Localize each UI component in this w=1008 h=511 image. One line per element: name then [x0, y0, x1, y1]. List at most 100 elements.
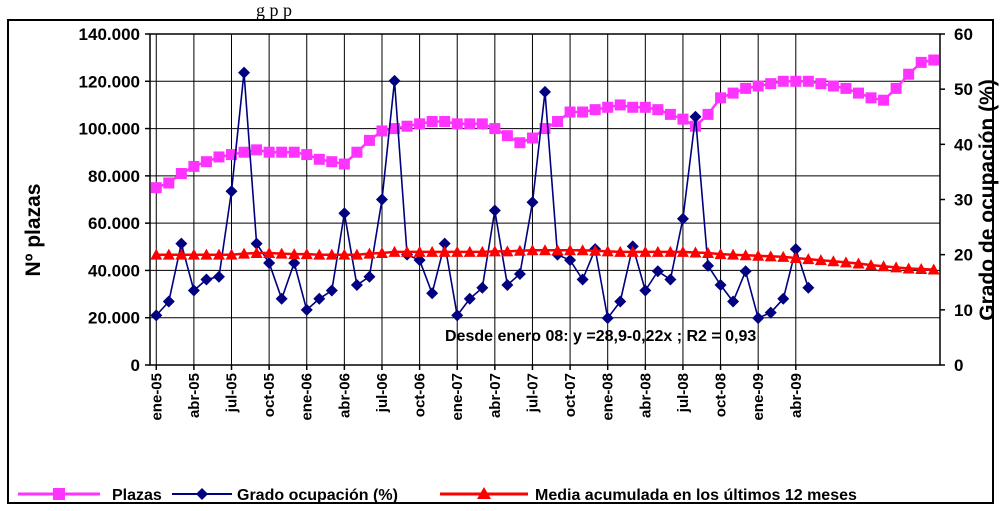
x-tick-label: jul-07 — [524, 373, 541, 413]
point-media — [451, 245, 464, 257]
point-ocupacion — [275, 292, 288, 305]
point-plazas — [602, 101, 614, 113]
point-ocupacion — [576, 273, 589, 286]
point-plazas — [790, 75, 802, 87]
legend-plazas-label: Plazas — [112, 487, 162, 504]
point-ocupacion — [288, 256, 301, 269]
point-media — [263, 247, 276, 259]
point-ocupacion — [802, 281, 815, 294]
y-right-tick-label: 40 — [954, 135, 973, 154]
point-ocupacion — [212, 270, 225, 283]
point-media — [388, 245, 401, 257]
point-ocupacion — [614, 295, 627, 308]
point-plazas — [552, 115, 564, 127]
point-plazas — [175, 167, 187, 179]
point-plazas — [827, 80, 839, 92]
point-ocupacion — [162, 295, 175, 308]
point-ocupacion — [639, 284, 652, 297]
point-ocupacion — [539, 85, 551, 98]
point-media — [651, 245, 664, 257]
point-plazas — [288, 146, 300, 158]
point-plazas — [815, 78, 827, 90]
point-ocupacion — [463, 292, 476, 305]
y-left-tick-label: 40.000 — [88, 261, 140, 280]
x-tick-label: jul-08 — [675, 373, 692, 413]
point-media — [438, 245, 451, 257]
point-plazas — [752, 80, 764, 92]
legend-plazas-marker — [53, 488, 65, 500]
y-left-tick-label: 60.000 — [88, 214, 140, 233]
axes: 0 20.000 40.000 60.000 80.000 100.000 120.000 1… — [79, 25, 973, 421]
point-media — [501, 245, 514, 257]
point-media — [764, 250, 777, 262]
point-media — [664, 245, 677, 257]
point-plazas — [326, 156, 338, 168]
point-ocupacion — [564, 254, 577, 267]
point-media — [865, 259, 878, 271]
point-plazas — [526, 132, 538, 144]
x-tick-label: jul-06 — [374, 373, 391, 413]
point-ocupacion — [375, 193, 388, 206]
point-ocupacion — [225, 185, 238, 198]
point-media — [313, 248, 326, 260]
point-media — [852, 257, 865, 269]
point-ocupacion — [752, 312, 765, 325]
point-media — [927, 263, 940, 275]
point-ocupacion — [187, 284, 200, 297]
point-plazas — [163, 177, 175, 189]
point-plazas — [589, 104, 601, 116]
point-plazas — [878, 94, 890, 106]
point-plazas — [639, 101, 651, 113]
point-media — [162, 248, 175, 260]
point-media — [363, 247, 376, 259]
point-media — [413, 245, 426, 257]
point-media — [401, 245, 414, 257]
point-plazas — [363, 134, 375, 146]
point-media — [714, 248, 727, 260]
point-plazas — [188, 160, 200, 172]
point-media — [689, 246, 702, 258]
x-tick-label: oct-08 — [713, 373, 730, 417]
point-plazas — [614, 99, 626, 111]
point-ocupacion — [777, 292, 790, 305]
y-axis-left-title: Nº plazas — [22, 184, 45, 277]
point-plazas — [476, 118, 488, 130]
point-ocupacion — [200, 273, 213, 286]
point-media — [902, 262, 915, 274]
x-tick-label: ene-05 — [148, 373, 165, 421]
point-media — [212, 248, 225, 260]
y-left-tick-label: 0 — [131, 356, 140, 375]
point-ocupacion — [789, 243, 802, 256]
y-right-tick-label: 30 — [954, 191, 973, 210]
y-left-tick-label: 120.000 — [79, 72, 140, 91]
point-plazas — [577, 106, 589, 118]
point-plazas — [652, 104, 664, 116]
point-ocupacion — [150, 309, 163, 322]
x-tick-label: abr-05 — [186, 373, 203, 418]
point-ocupacion — [451, 309, 464, 322]
point-plazas — [401, 120, 413, 132]
point-media — [827, 255, 840, 267]
y-right-tick-label: 50 — [954, 80, 973, 99]
point-media — [576, 244, 589, 256]
x-tick-label: ene-09 — [750, 373, 767, 421]
point-plazas — [313, 153, 325, 165]
point-plazas — [414, 118, 426, 130]
point-ocupacion — [426, 287, 439, 300]
point-plazas — [689, 120, 701, 132]
point-media — [551, 244, 564, 256]
point-ocupacion — [702, 259, 715, 272]
point-ocupacion — [250, 237, 263, 250]
point-ocupacion — [526, 196, 539, 209]
point-plazas — [664, 108, 676, 120]
point-plazas — [740, 82, 752, 94]
point-media — [225, 248, 238, 260]
point-plazas — [150, 182, 162, 194]
point-ocupacion — [263, 256, 276, 269]
point-media — [187, 248, 200, 260]
point-media — [752, 249, 765, 261]
point-ocupacion — [764, 306, 777, 319]
point-plazas — [213, 151, 225, 163]
point-ocupacion — [313, 292, 326, 305]
